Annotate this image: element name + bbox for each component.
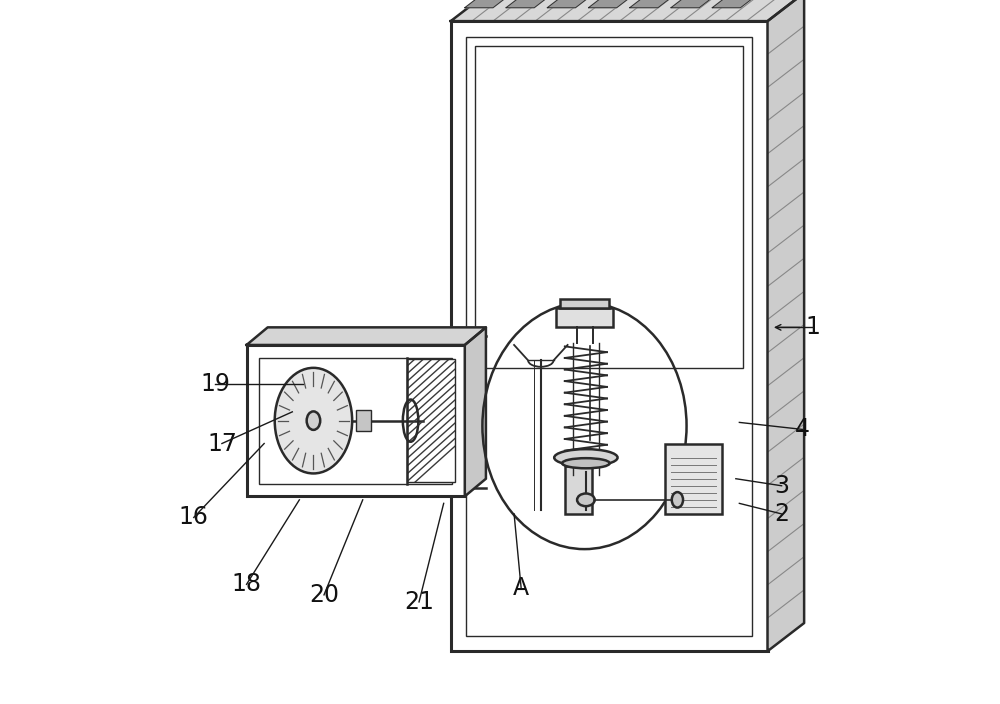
Polygon shape [247,327,486,345]
Text: 17: 17 [207,432,237,455]
Ellipse shape [562,458,610,468]
Bar [560,299,609,308]
Polygon shape [547,0,586,8]
Bar [475,46,743,367]
Polygon shape [451,0,804,21]
Ellipse shape [672,492,683,508]
Polygon shape [630,0,669,8]
Bar [556,308,613,327]
Text: 1: 1 [806,315,821,339]
Bar [466,37,752,636]
Polygon shape [451,0,804,21]
Text: 2: 2 [774,502,789,526]
Bar [407,359,455,482]
Text: 20: 20 [309,583,339,607]
Ellipse shape [307,411,320,430]
Bar [356,410,371,431]
Bar [259,358,452,484]
Ellipse shape [554,449,618,466]
Bar [407,359,455,482]
Bar [247,345,465,496]
Polygon shape [465,327,486,496]
Polygon shape [247,327,486,345]
Bar [665,444,722,514]
Ellipse shape [577,494,595,506]
Polygon shape [465,327,486,496]
Text: 3: 3 [774,474,789,498]
Bar [451,21,768,651]
Text: 18: 18 [232,572,262,596]
Polygon shape [712,0,751,8]
Polygon shape [768,0,804,651]
Text: A: A [513,576,529,600]
Ellipse shape [275,367,352,474]
Polygon shape [465,0,504,8]
Polygon shape [506,0,545,8]
Text: 21: 21 [404,590,434,614]
Polygon shape [589,0,628,8]
Polygon shape [671,0,710,8]
Text: 4: 4 [795,417,810,441]
Polygon shape [768,0,804,651]
Text: 19: 19 [200,372,230,396]
Text: 16: 16 [179,505,209,529]
Bar [407,359,455,482]
Bar [565,466,592,514]
